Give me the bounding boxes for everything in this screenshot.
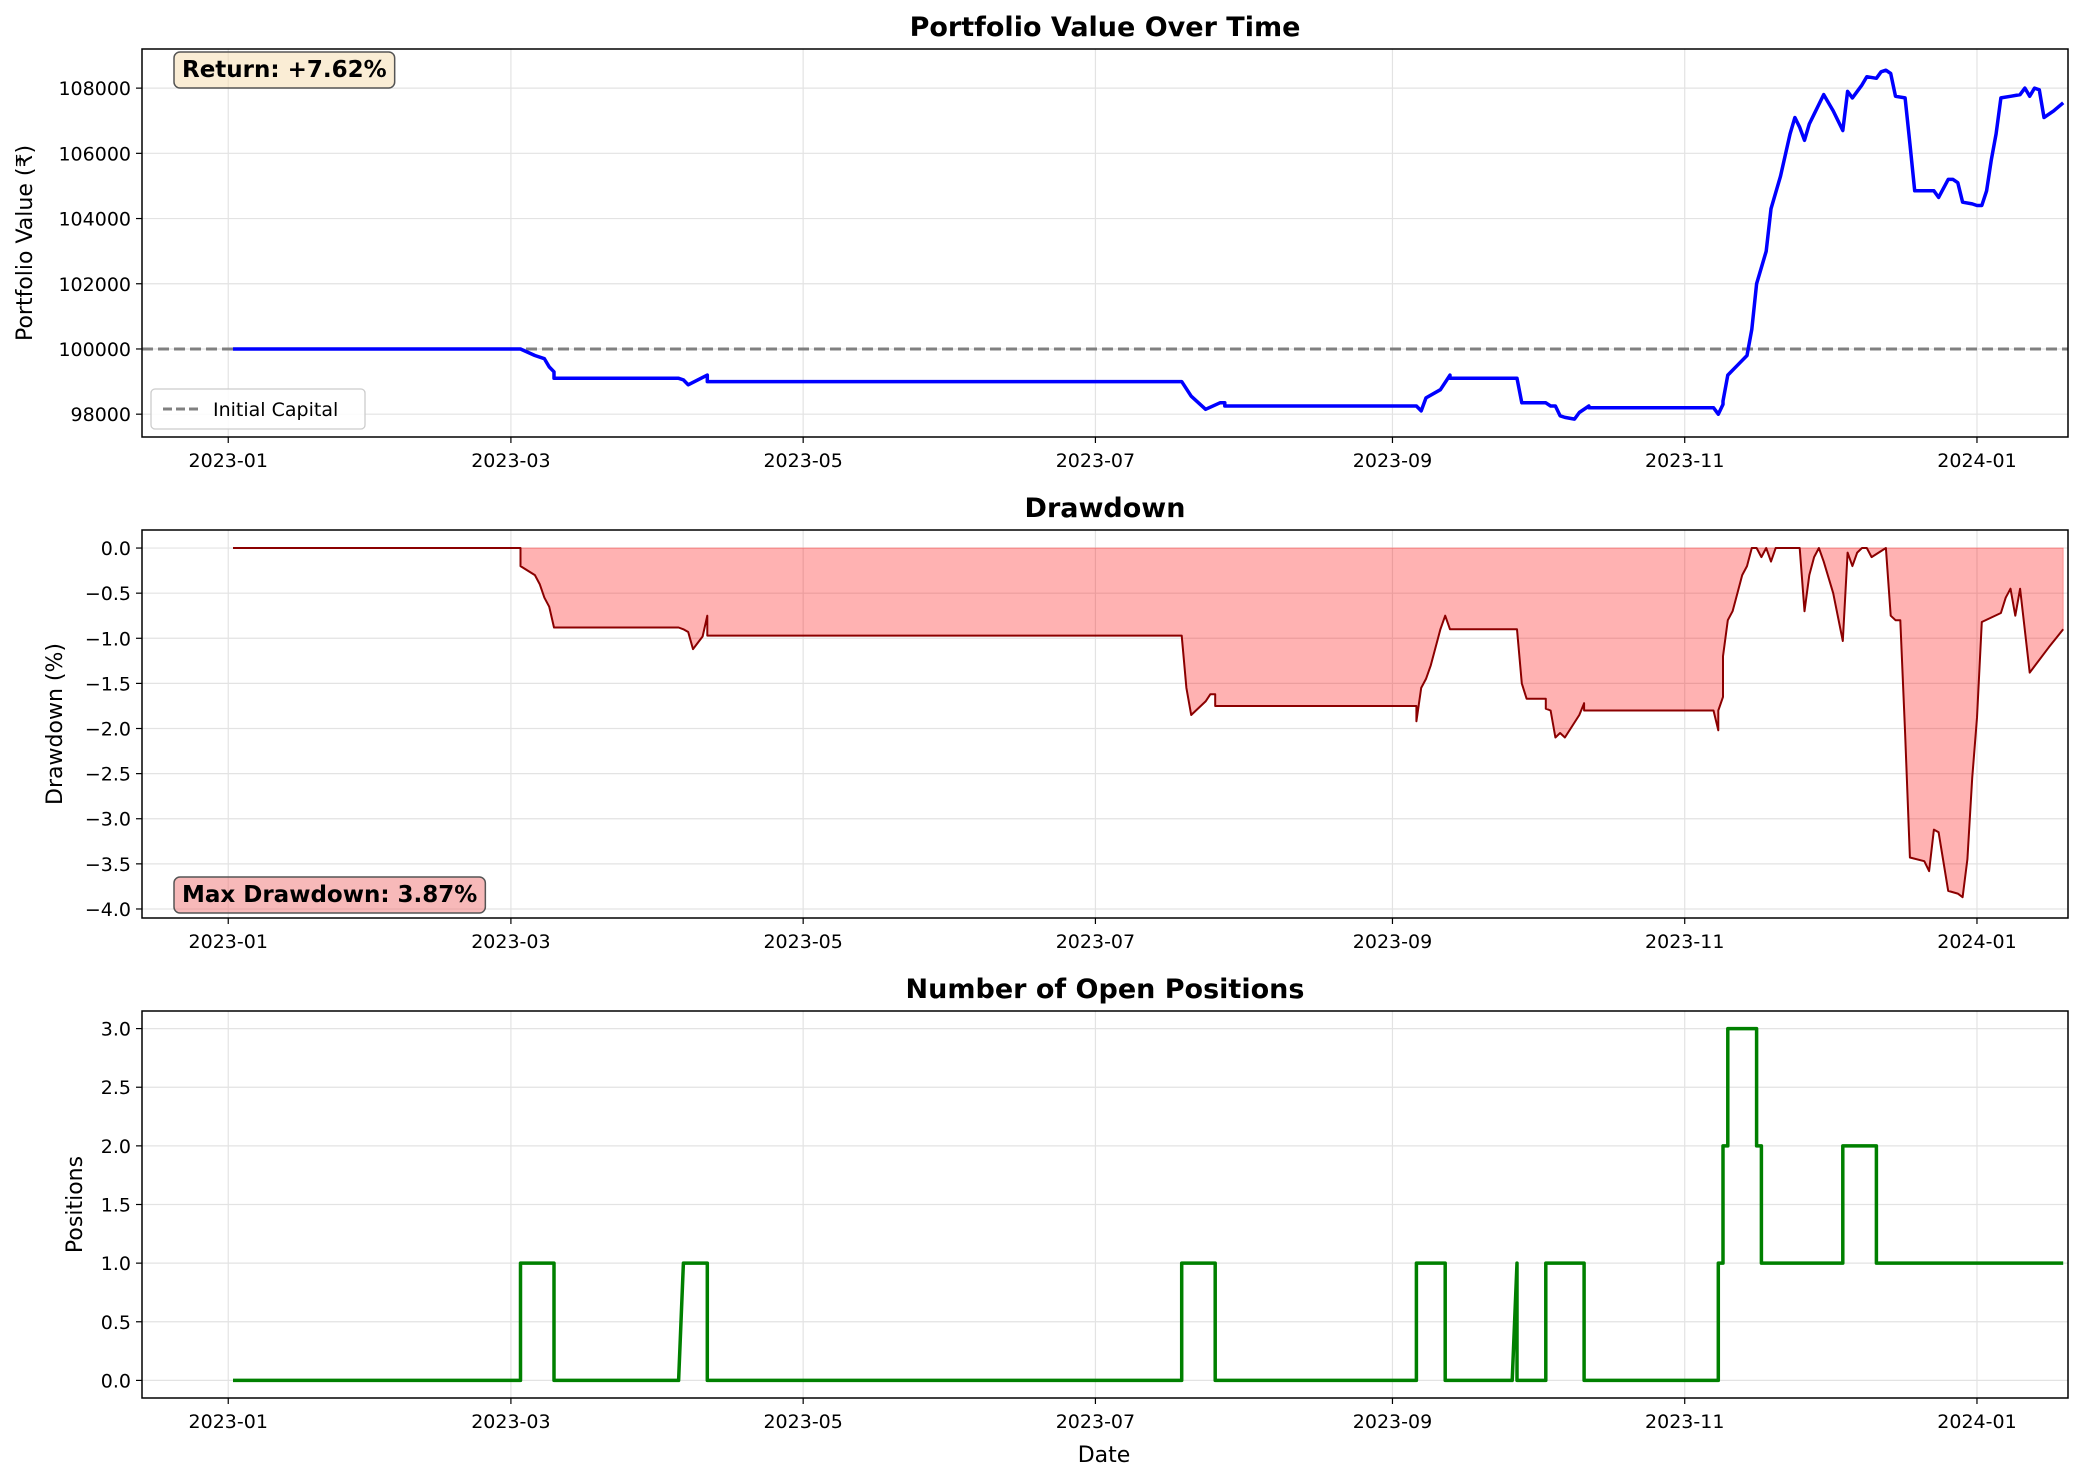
- x-tick-label: 2023-07: [1056, 931, 1135, 953]
- drawdown-area: [233, 546, 2064, 899]
- x-tick-label: 2023-09: [1353, 450, 1432, 472]
- x-tick-label: 2023-05: [763, 450, 842, 472]
- y-tick-label: 108000: [58, 78, 131, 100]
- annotation-text: Max Drawdown: 3.87%: [182, 882, 477, 908]
- y-tick-label: −1.5: [85, 673, 131, 695]
- x-tick-label: 2024-01: [1937, 931, 2016, 953]
- y-tick-label: −1.0: [85, 628, 131, 650]
- drawdown-line: [233, 547, 2064, 899]
- y-tick-label: −2.5: [85, 764, 131, 786]
- y-axis-label: Portfolio Value (₹): [13, 145, 38, 341]
- y-tick-label: 0.0: [101, 1370, 131, 1392]
- axes-frame: [141, 48, 2069, 438]
- y-tick-label: 106000: [58, 143, 131, 165]
- x-tick-label: 2023-05: [763, 1411, 842, 1433]
- legend-label: Initial Capital: [213, 399, 338, 421]
- x-tick-label: 2023-09: [1353, 1411, 1432, 1433]
- x-tick-label: 2023-11: [1645, 1411, 1724, 1433]
- portfolio-value-line: [233, 68, 2065, 421]
- x-tick-label: 2023-11: [1645, 450, 1724, 472]
- y-tick-label: 100000: [58, 339, 131, 361]
- y-tick-label: 2.5: [101, 1077, 131, 1099]
- figure-x-axis-label: Date: [1078, 1443, 1131, 1468]
- x-tick-label: 2023-03: [471, 1411, 550, 1433]
- x-tick-label: 2023-01: [189, 1411, 268, 1433]
- annotation-box: [173, 51, 396, 89]
- y-axis-label: Drawdown (%): [43, 643, 68, 805]
- y-tick-label: 1.0: [101, 1253, 131, 1275]
- panel-title: Portfolio Value Over Time: [910, 12, 1301, 43]
- panel-title: Drawdown: [1025, 493, 1186, 524]
- y-tick-label: −3.5: [85, 854, 131, 876]
- y-tick-label: −3.0: [85, 809, 131, 831]
- x-tick-label: 2023-07: [1056, 450, 1135, 472]
- x-tick-label: 2023-01: [189, 450, 268, 472]
- y-tick-label: 0.0: [101, 538, 131, 560]
- y-tick-label: −0.5: [85, 583, 131, 605]
- open-positions-line: [233, 1026, 2064, 1383]
- y-tick-label: 102000: [58, 274, 131, 296]
- legend-box: [150, 388, 366, 430]
- legend: Initial Capital: [150, 388, 366, 430]
- panel-drawdown: 2023-01 2023-03 2023-05 2023-07 2023-09 2023-…: [43, 493, 2069, 953]
- y-tick-label: −2.0: [85, 719, 131, 741]
- x-tick-label: 2024-01: [1937, 1411, 2016, 1433]
- x-tick-label: 2024-01: [1937, 450, 2016, 472]
- x-tick-label: 2023-07: [1056, 1411, 1135, 1433]
- y-tick-label: 2.0: [101, 1136, 131, 1158]
- y-tick-label: 1.5: [101, 1195, 131, 1217]
- x-tick-label: 2023-01: [189, 931, 268, 953]
- axes-frame: [141, 529, 2069, 919]
- x-tick-label: 2023-03: [471, 450, 550, 472]
- panel-portfolio-value: 2023-01 2023-03 2023-05 2023-07 2023-09 2023-…: [13, 12, 2069, 472]
- x-tick-label: 2023-11: [1645, 931, 1724, 953]
- y-tick-label: 98000: [71, 404, 131, 426]
- y-tick-label: 104000: [58, 209, 131, 231]
- annotation-box: [173, 876, 487, 914]
- x-tick-label: 2023-05: [763, 931, 842, 953]
- y-tick-label: −4.0: [85, 899, 131, 921]
- y-tick-label: 0.5: [101, 1312, 131, 1334]
- x-tick-label: 2023-03: [471, 931, 550, 953]
- panel-open-positions: 2023-01 2023-03 2023-05 2023-07 2023-09 2023-…: [63, 974, 2069, 1433]
- y-axis-label: Positions: [63, 1156, 88, 1253]
- annotation-text: Return: +7.62%: [182, 57, 387, 83]
- panel-title: Number of Open Positions: [906, 974, 1305, 1005]
- axes-frame: [141, 1010, 2069, 1399]
- y-tick-label: 3.0: [101, 1019, 131, 1041]
- x-tick-label: 2023-09: [1353, 931, 1432, 953]
